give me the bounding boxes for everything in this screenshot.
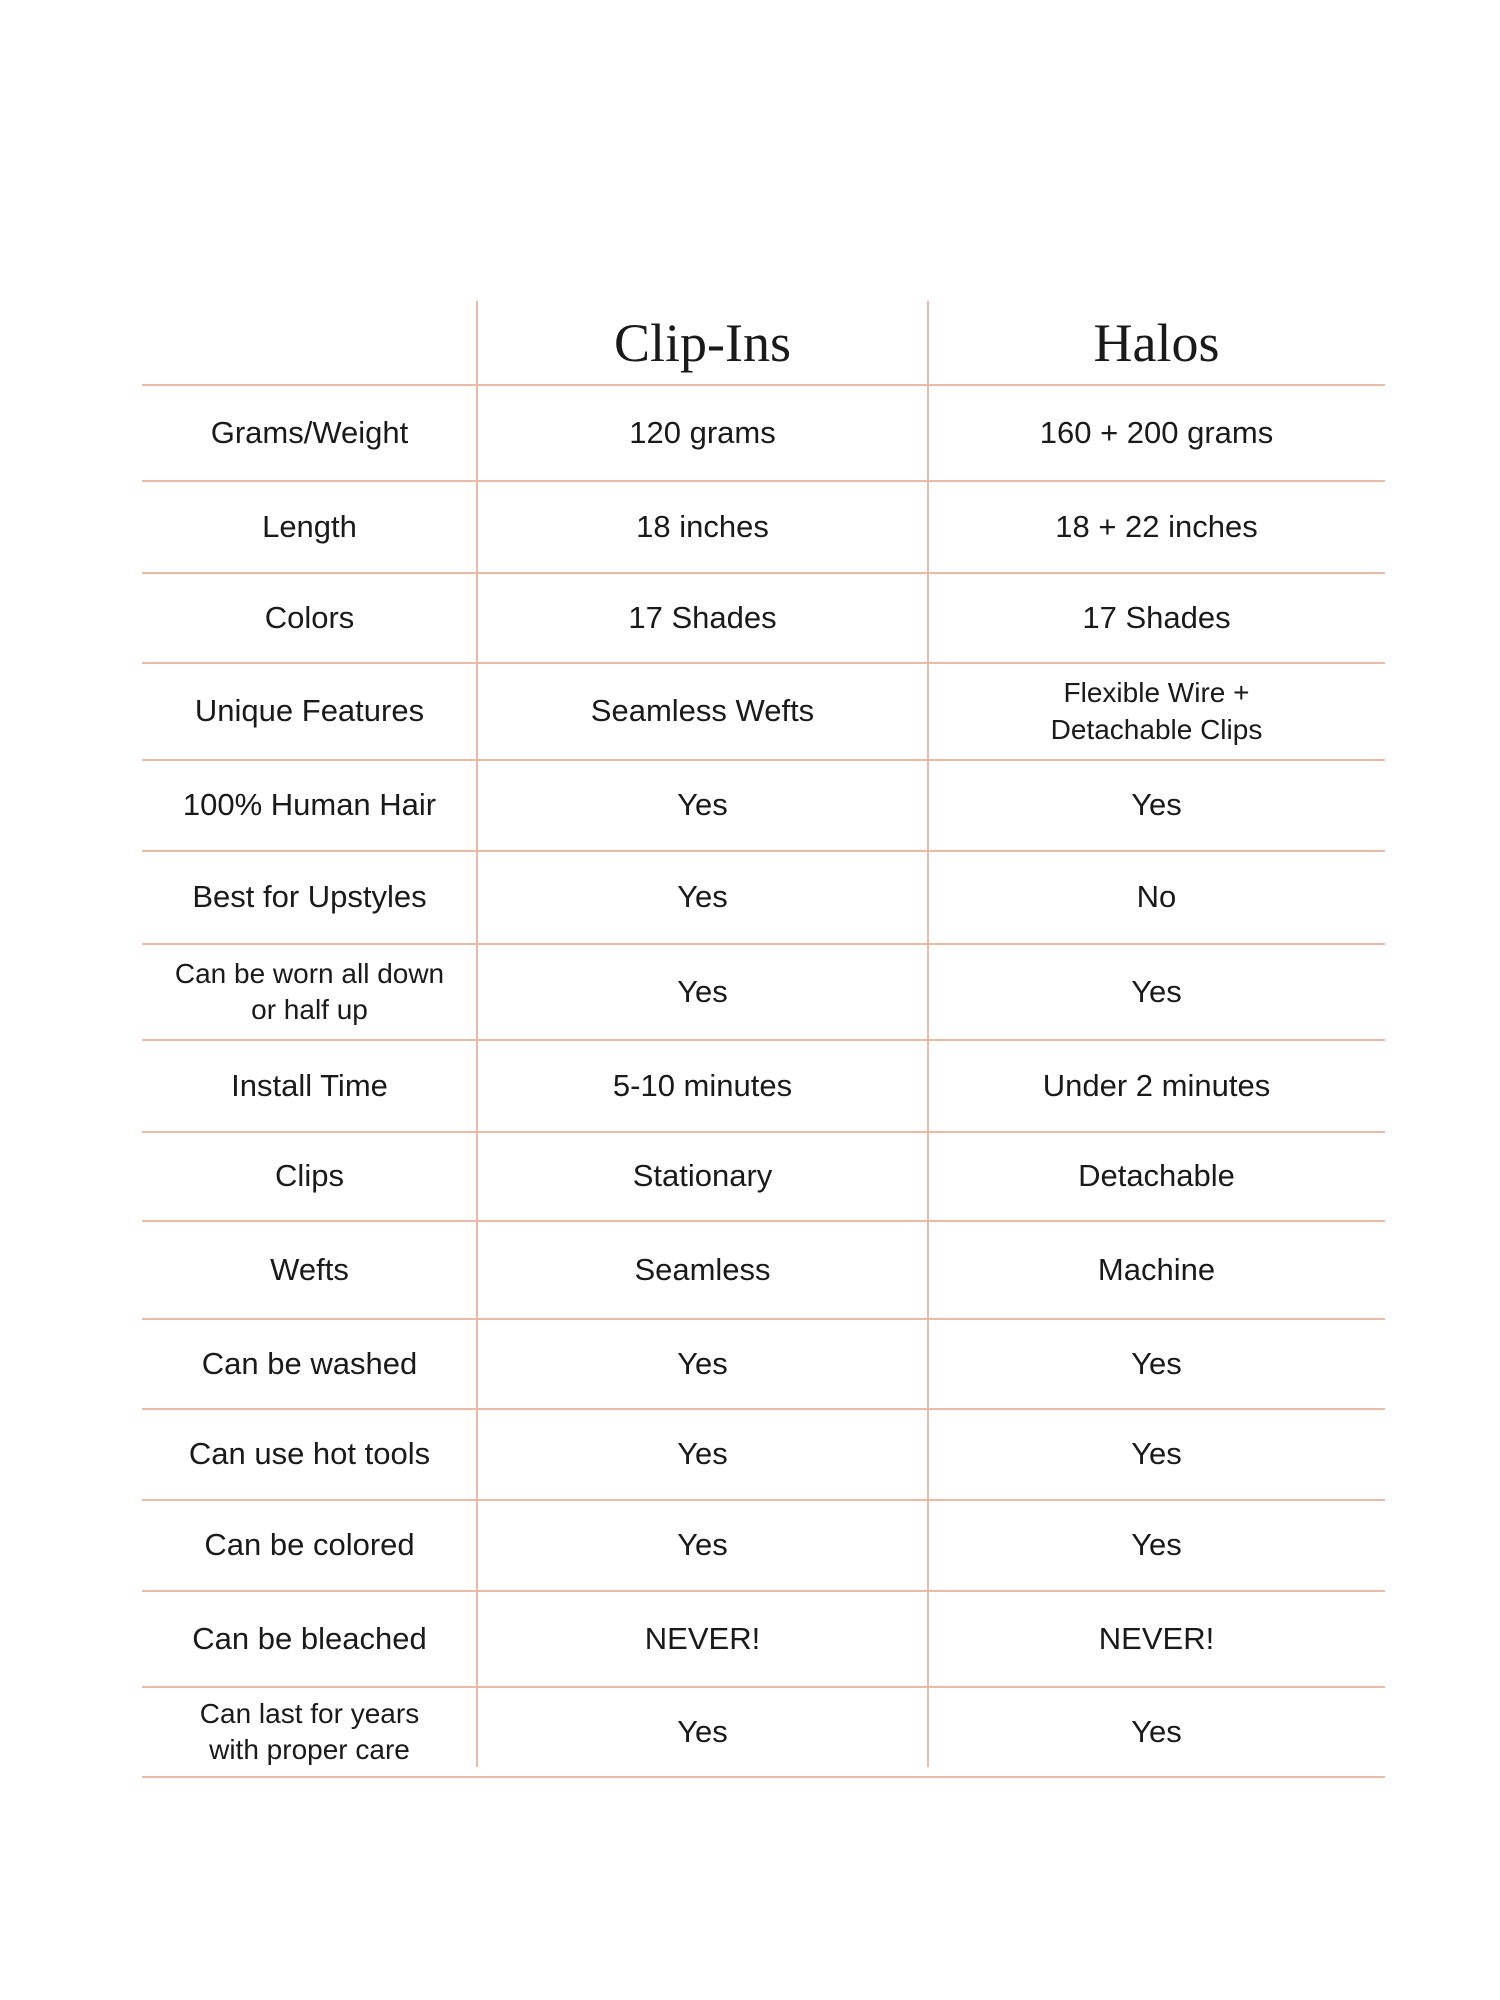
table-cell: Yes bbox=[677, 1436, 728, 1472]
row-divider bbox=[142, 480, 1385, 482]
table-cell: Yes bbox=[1131, 973, 1182, 1009]
row-divider bbox=[142, 662, 1385, 664]
row-label: 100% Human Hair bbox=[182, 787, 437, 823]
table-cell: Flexible Wire + Detachable Clips bbox=[928, 663, 1385, 760]
table-cell: Yes bbox=[1131, 787, 1182, 823]
row-divider bbox=[142, 572, 1385, 574]
row-label: Can use hot tools bbox=[188, 1436, 431, 1472]
cell-line: or half up bbox=[251, 994, 368, 1025]
row-label: Best for Upstyles bbox=[192, 879, 427, 915]
row-label: Can be bleached bbox=[192, 1620, 427, 1656]
table-cell: NEVER! bbox=[644, 1620, 761, 1656]
table-cell: 5-10 minutes bbox=[612, 1067, 793, 1103]
table-cell: 120 grams bbox=[629, 414, 776, 450]
table-cell: Yes bbox=[677, 1527, 728, 1563]
row-label: Wefts bbox=[270, 1251, 349, 1287]
row-divider bbox=[142, 1776, 1385, 1778]
column-divider bbox=[476, 301, 478, 1767]
row-label: Can be washed bbox=[201, 1345, 418, 1381]
cell-line: Flexible Wire + bbox=[1063, 677, 1250, 709]
table-cell: Detachable bbox=[1078, 1158, 1235, 1194]
table-cell: Yes bbox=[1131, 1713, 1182, 1749]
table-cell: 160 + 200 grams bbox=[1039, 414, 1274, 450]
row-label: Colors bbox=[264, 599, 355, 635]
table-cell: Yes bbox=[677, 879, 728, 915]
row-divider bbox=[142, 1131, 1385, 1133]
row-divider bbox=[142, 1499, 1385, 1501]
table-cell: Seamless bbox=[634, 1251, 771, 1287]
table-cell: Yes bbox=[1131, 1527, 1182, 1563]
row-divider bbox=[142, 1039, 1385, 1041]
row-divider bbox=[142, 1220, 1385, 1222]
table-cell: Under 2 minutes bbox=[1042, 1067, 1271, 1103]
cell-line: Can last for years bbox=[199, 1697, 420, 1729]
table-cell: 18 + 22 inches bbox=[1055, 508, 1258, 544]
row-divider bbox=[142, 1408, 1385, 1410]
cell-line: Can be worn all down bbox=[174, 957, 445, 989]
row-divider bbox=[142, 1590, 1385, 1592]
table-cell: 17 Shades bbox=[628, 599, 777, 635]
cell-line: with proper care bbox=[209, 1734, 410, 1765]
row-divider bbox=[142, 1686, 1385, 1688]
table-cell: Yes bbox=[677, 973, 728, 1009]
column-header: Halos bbox=[1093, 312, 1220, 373]
row-label: Install Time bbox=[231, 1067, 388, 1103]
cell-line: Detachable Clips bbox=[1050, 713, 1263, 745]
table-cell: Yes bbox=[1131, 1436, 1182, 1472]
table-cell: Machine bbox=[1097, 1251, 1216, 1287]
row-divider bbox=[142, 1318, 1385, 1320]
row-divider bbox=[142, 759, 1385, 761]
table-cell: 18 inches bbox=[636, 508, 769, 544]
table-cell: Yes bbox=[677, 1713, 728, 1749]
column-header: Clip-Ins bbox=[613, 312, 791, 373]
table-cell: Yes bbox=[677, 1345, 728, 1381]
table-cell: 17 Shades bbox=[1082, 599, 1231, 635]
row-label: Length bbox=[262, 508, 357, 544]
table-cell: No bbox=[1136, 879, 1177, 915]
table-cell: Seamless Wefts bbox=[590, 693, 815, 729]
row-label: Can be colored bbox=[204, 1527, 415, 1563]
column-divider bbox=[927, 301, 929, 1767]
table-cell: Stationary bbox=[632, 1158, 773, 1194]
row-label: Can last for years with proper care bbox=[142, 1687, 477, 1777]
row-divider bbox=[142, 384, 1385, 386]
row-label: Clips bbox=[275, 1158, 344, 1194]
row-label: Grams/Weight bbox=[210, 414, 409, 450]
table-cell: Yes bbox=[1131, 1345, 1182, 1381]
row-divider bbox=[142, 850, 1385, 852]
table-cell: Yes bbox=[677, 787, 728, 823]
row-label: Unique Features bbox=[194, 693, 425, 729]
row-divider bbox=[142, 943, 1385, 945]
table-cell: NEVER! bbox=[1098, 1620, 1215, 1656]
row-label: Can be worn all down or half up bbox=[142, 944, 477, 1040]
